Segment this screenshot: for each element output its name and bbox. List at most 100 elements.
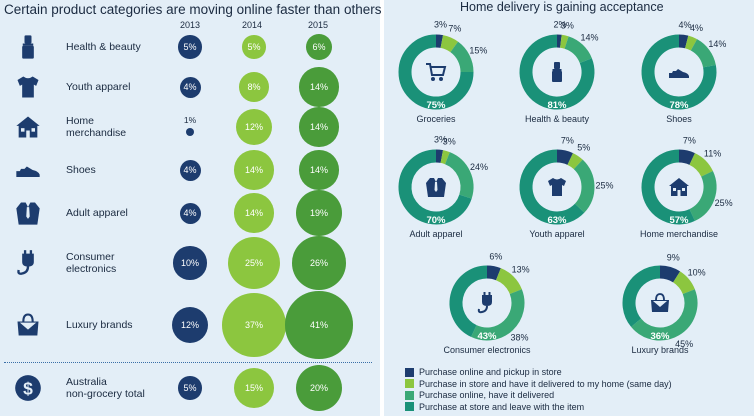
- left-title: Certain product categories are moving on…: [4, 2, 382, 17]
- donut-value-label: 57%: [669, 215, 689, 226]
- bubble-value: 1%: [183, 115, 197, 125]
- donut-segment: [556, 149, 573, 165]
- legend-label: Purchase online, have it delivered: [419, 390, 555, 400]
- plug-icon: [17, 250, 34, 275]
- legend-swatch: [405, 379, 414, 388]
- donut-category-label: Shoes: [666, 113, 692, 124]
- lipstick-icon: [22, 35, 34, 59]
- donut-segment: [564, 36, 592, 64]
- donut-value-label: 3%: [434, 20, 447, 30]
- donut-value-label: 70%: [426, 215, 446, 226]
- plug-icon: [477, 292, 492, 314]
- donut-segment: [398, 149, 472, 225]
- donut-segment: [659, 265, 681, 283]
- bubble-value: 4%: [179, 202, 201, 224]
- donut-value-label: 78%: [669, 100, 689, 111]
- legend-item: Purchase online and pickup in store: [405, 367, 562, 377]
- donut-value-label: 25%: [715, 198, 733, 208]
- bubble-value: 14%: [234, 150, 274, 190]
- donut-segment: [444, 152, 474, 199]
- donut-value-label: 5%: [577, 143, 590, 153]
- donut-segment: [440, 150, 450, 165]
- donut-value-label: 4%: [690, 23, 703, 33]
- svg-text:$: $: [23, 378, 33, 398]
- donut-value-label: 63%: [547, 215, 567, 226]
- dollar-icon: $: [15, 375, 41, 401]
- handbag-icon: [17, 313, 39, 336]
- donut-segment: [689, 171, 717, 221]
- donut-value-label: 6%: [489, 251, 502, 261]
- donut-health-beauty: 2%3% 14% 81%: [519, 20, 599, 111]
- category-icon-wrap: [14, 73, 42, 106]
- suit-icon: [426, 178, 446, 197]
- donut-segment: [559, 34, 569, 49]
- category-icon-wrap: [14, 249, 42, 282]
- category-icon-wrap: [14, 156, 42, 189]
- donut-segment: [678, 149, 695, 165]
- donut-segment: [690, 39, 716, 68]
- donut-adult-apparel: 3%3% 24% 70%: [398, 135, 488, 226]
- category-label: Consumer electronics: [66, 251, 117, 275]
- donut-value-label: 36%: [650, 331, 670, 342]
- legend-label: Purchase online and pickup in store: [419, 367, 562, 377]
- donut-value-label: 75%: [426, 100, 446, 111]
- donut-category-label: Consumer electronics: [443, 344, 531, 355]
- bubble-value: 8%: [239, 72, 269, 102]
- year-2013: 2013: [179, 20, 201, 30]
- tshirt-icon: [17, 76, 39, 98]
- bubble-value: 14%: [299, 67, 339, 107]
- donut-value-label: 11%: [704, 148, 721, 158]
- donut-consumer-electronics: 6% 13% 38% 43%: [449, 251, 530, 343]
- category-label: Health & beauty: [66, 41, 141, 53]
- donut-category-label: Health & beauty: [524, 113, 590, 124]
- donut-segment: [641, 34, 717, 110]
- donut-value-label: 10%: [688, 268, 706, 278]
- cart-icon: [426, 63, 447, 81]
- donut-segment: [689, 153, 713, 177]
- category-label: Luxury brands: [66, 319, 133, 331]
- donut-segment: [622, 265, 661, 327]
- category-label: Shoes: [66, 164, 96, 176]
- bubble-value: 37%: [222, 293, 286, 357]
- bubble-value: 12%: [235, 108, 273, 146]
- bubble-dot: [186, 128, 194, 136]
- donut-shoes: 4%4% 14% 78%: [641, 20, 726, 111]
- donut-segment: [573, 159, 595, 213]
- donut-youth-apparel: 7%5% 25% 63%: [519, 136, 613, 226]
- category-label: Youth apparel: [66, 81, 131, 93]
- legend-swatch: [405, 390, 414, 400]
- donut-segment: [519, 34, 595, 110]
- shoe-icon: [669, 69, 689, 78]
- bubble-value: 14%: [299, 150, 339, 190]
- donut-segment: [450, 41, 474, 73]
- donut-segment: [435, 34, 444, 48]
- legend-item: Purchase in store and have it delivered …: [405, 379, 672, 389]
- donut-value-label: 25%: [595, 181, 613, 191]
- category-label: Home merchandise: [66, 115, 127, 139]
- bubble-value: 25%: [227, 236, 281, 290]
- left-panel: Certain product categories are moving on…: [0, 0, 382, 416]
- donut-segment: [631, 289, 698, 341]
- bubble-value: 26%: [292, 236, 346, 290]
- handbag-icon: [651, 293, 669, 312]
- donut-value-label: 43%: [477, 331, 497, 342]
- bubble-value: 6%: [306, 34, 332, 60]
- donut-segment: [449, 265, 488, 337]
- donut-value-label: 7%: [448, 23, 461, 33]
- donut-category-label: Luxury brands: [631, 344, 689, 355]
- donut-category-label: Groceries: [416, 113, 456, 124]
- donut-value-label: 45%: [675, 339, 693, 349]
- donut-segment: [486, 265, 501, 281]
- donut-category-label: Adult apparel: [409, 228, 463, 239]
- category-icon-wrap: [14, 199, 42, 232]
- donut-segment: [672, 271, 695, 295]
- lipstick-icon: [552, 62, 562, 82]
- category-label: Adult apparel: [66, 207, 128, 219]
- total-icon-wrap: $: [14, 374, 42, 407]
- donut-value-label: 24%: [470, 162, 488, 172]
- donut-value-label: 14%: [581, 32, 599, 42]
- bubble-value: 5%: [178, 35, 202, 59]
- year-2015: 2015: [307, 20, 329, 30]
- donut-category-label: Youth apparel: [529, 228, 585, 239]
